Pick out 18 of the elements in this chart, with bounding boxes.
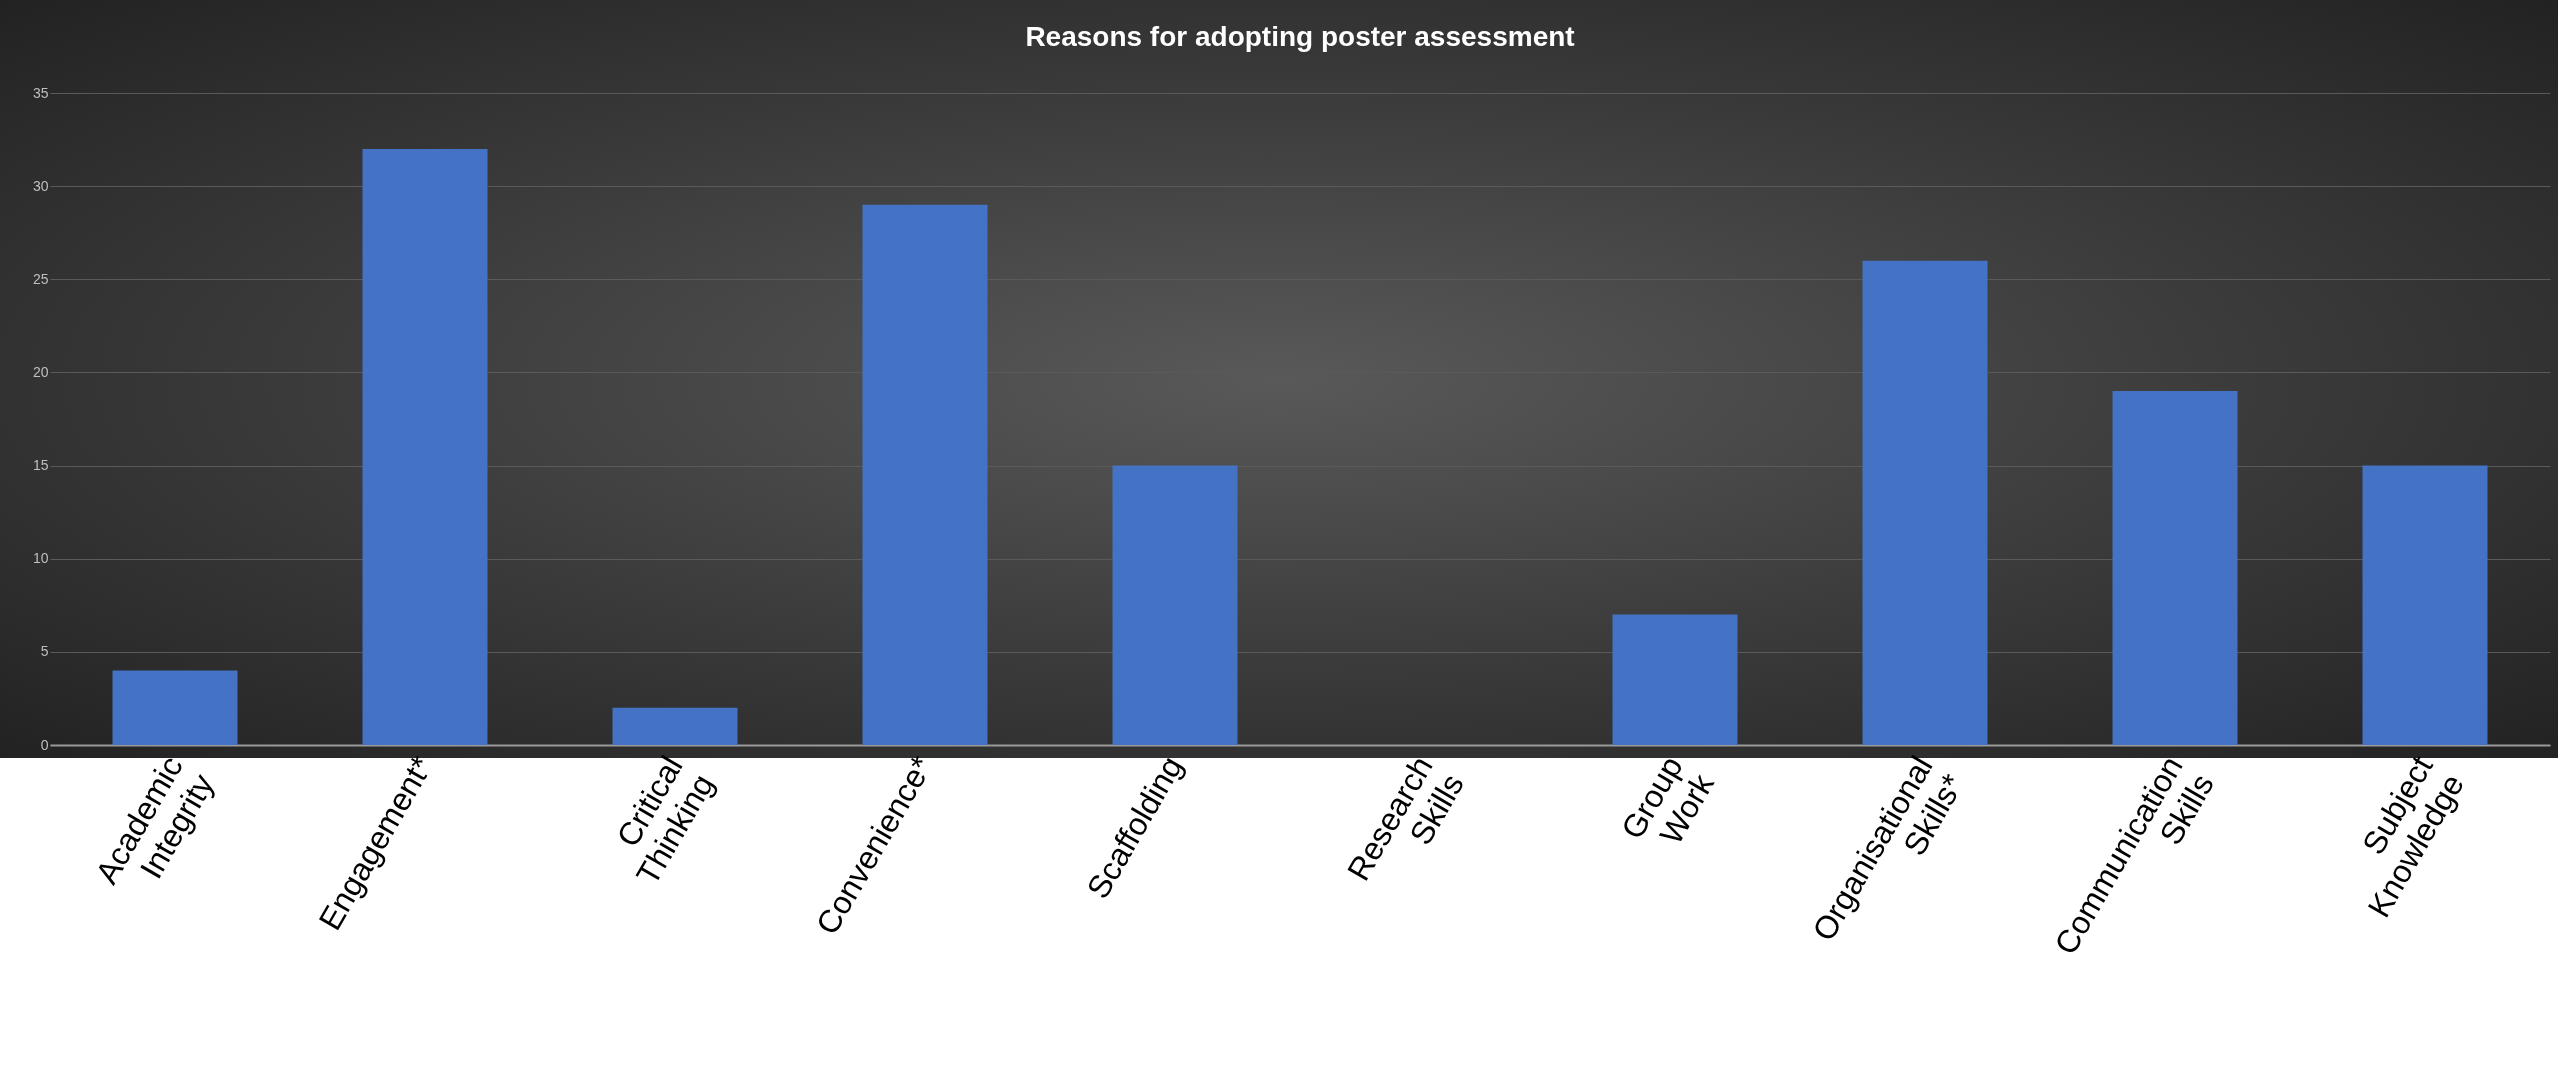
y-tick-label: 0 [40,736,49,753]
y-tick-label: 30 [32,177,49,194]
bar [1862,260,1988,745]
bar [362,148,488,745]
bar [862,204,988,745]
bar [1612,614,1738,745]
chart-title: Reasons for adopting poster assessment [1025,21,1575,52]
y-tick-label: 10 [32,550,49,567]
y-tick-label: 25 [32,270,49,287]
y-tick-label: 5 [40,643,49,660]
bar [2362,465,2488,745]
bar [112,670,238,745]
bar [1112,465,1238,745]
y-tick-label: 15 [32,457,49,474]
y-tick-label: 20 [32,363,49,380]
bar [2112,391,2238,745]
y-tick-label: 35 [32,84,49,101]
bar [612,707,738,745]
